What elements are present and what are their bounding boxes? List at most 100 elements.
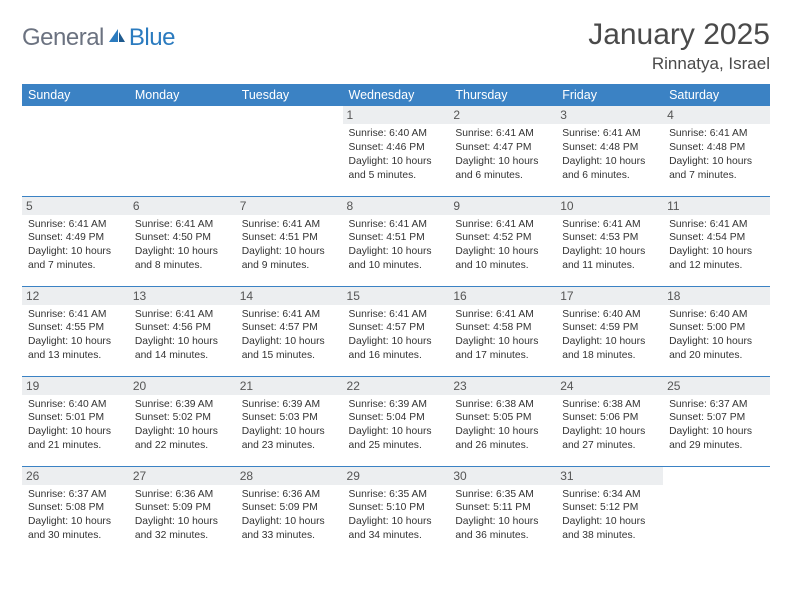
daylight1-text: Daylight: 10 hours <box>349 425 444 439</box>
daylight1-text: Daylight: 10 hours <box>349 335 444 349</box>
daylight1-text: Daylight: 10 hours <box>455 425 550 439</box>
daylight1-text: Daylight: 10 hours <box>242 245 337 259</box>
sunrise-text: Sunrise: 6:38 AM <box>455 398 550 412</box>
daylight1-text: Daylight: 10 hours <box>669 155 764 169</box>
daylight2-text: and 36 minutes. <box>455 529 550 543</box>
daylight1-text: Daylight: 10 hours <box>242 335 337 349</box>
calendar-day-cell: 28Sunrise: 6:36 AMSunset: 5:09 PMDayligh… <box>236 466 343 556</box>
weekday-header: Thursday <box>449 84 556 106</box>
daylight2-text: and 33 minutes. <box>242 529 337 543</box>
day-number: 19 <box>22 377 129 395</box>
calendar-week-row: 5Sunrise: 6:41 AMSunset: 4:49 PMDaylight… <box>22 196 770 286</box>
daylight2-text: and 38 minutes. <box>562 529 657 543</box>
calendar-day-cell: 30Sunrise: 6:35 AMSunset: 5:11 PMDayligh… <box>449 466 556 556</box>
day-number: 9 <box>449 197 556 215</box>
sunset-text: Sunset: 4:50 PM <box>135 231 230 245</box>
day-number: 25 <box>663 377 770 395</box>
sunrise-text: Sunrise: 6:41 AM <box>455 308 550 322</box>
daylight2-text: and 12 minutes. <box>669 259 764 273</box>
sunset-text: Sunset: 4:58 PM <box>455 321 550 335</box>
sunset-text: Sunset: 4:53 PM <box>562 231 657 245</box>
calendar-day-cell: 6Sunrise: 6:41 AMSunset: 4:50 PMDaylight… <box>129 196 236 286</box>
sunset-text: Sunset: 5:12 PM <box>562 501 657 515</box>
sunrise-text: Sunrise: 6:41 AM <box>562 127 657 141</box>
calendar-day-cell: 10Sunrise: 6:41 AMSunset: 4:53 PMDayligh… <box>556 196 663 286</box>
calendar-day-cell: 19Sunrise: 6:40 AMSunset: 5:01 PMDayligh… <box>22 376 129 466</box>
logo-text-blue: Blue <box>129 24 175 52</box>
calendar-day-cell: 4Sunrise: 6:41 AMSunset: 4:48 PMDaylight… <box>663 106 770 196</box>
calendar-day-cell: 27Sunrise: 6:36 AMSunset: 5:09 PMDayligh… <box>129 466 236 556</box>
daylight1-text: Daylight: 10 hours <box>669 245 764 259</box>
daylight2-text: and 32 minutes. <box>135 529 230 543</box>
daylight2-text: and 11 minutes. <box>562 259 657 273</box>
sunrise-text: Sunrise: 6:41 AM <box>135 308 230 322</box>
daylight1-text: Daylight: 10 hours <box>349 155 444 169</box>
calendar-day-cell: 17Sunrise: 6:40 AMSunset: 4:59 PMDayligh… <box>556 286 663 376</box>
weekday-header: Tuesday <box>236 84 343 106</box>
calendar-day-cell: 26Sunrise: 6:37 AMSunset: 5:08 PMDayligh… <box>22 466 129 556</box>
day-number: 11 <box>663 197 770 215</box>
calendar-day-cell: 18Sunrise: 6:40 AMSunset: 5:00 PMDayligh… <box>663 286 770 376</box>
sunset-text: Sunset: 5:11 PM <box>455 501 550 515</box>
weekday-header: Friday <box>556 84 663 106</box>
daylight2-text: and 6 minutes. <box>562 169 657 183</box>
calendar-day-cell: 20Sunrise: 6:39 AMSunset: 5:02 PMDayligh… <box>129 376 236 466</box>
day-number: 31 <box>556 467 663 485</box>
sunset-text: Sunset: 5:10 PM <box>349 501 444 515</box>
daylight1-text: Daylight: 10 hours <box>135 245 230 259</box>
day-number: 26 <box>22 467 129 485</box>
daylight2-text: and 20 minutes. <box>669 349 764 363</box>
sunrise-text: Sunrise: 6:41 AM <box>562 218 657 232</box>
daylight2-text: and 9 minutes. <box>242 259 337 273</box>
location: Rinnatya, Israel <box>588 54 770 74</box>
calendar-day-cell: 24Sunrise: 6:38 AMSunset: 5:06 PMDayligh… <box>556 376 663 466</box>
daylight2-text: and 13 minutes. <box>28 349 123 363</box>
sunset-text: Sunset: 4:59 PM <box>562 321 657 335</box>
logo: General Blue <box>22 24 175 52</box>
sunrise-text: Sunrise: 6:36 AM <box>242 488 337 502</box>
sunset-text: Sunset: 5:03 PM <box>242 411 337 425</box>
daylight1-text: Daylight: 10 hours <box>562 515 657 529</box>
daylight2-text: and 6 minutes. <box>455 169 550 183</box>
day-number: 1 <box>343 106 450 124</box>
daylight1-text: Daylight: 10 hours <box>455 515 550 529</box>
sunset-text: Sunset: 4:46 PM <box>349 141 444 155</box>
daylight2-text: and 14 minutes. <box>135 349 230 363</box>
day-number: 12 <box>22 287 129 305</box>
calendar-day-cell: 14Sunrise: 6:41 AMSunset: 4:57 PMDayligh… <box>236 286 343 376</box>
daylight2-text: and 25 minutes. <box>349 439 444 453</box>
sunset-text: Sunset: 5:02 PM <box>135 411 230 425</box>
weekday-header: Saturday <box>663 84 770 106</box>
calendar-day-cell: 21Sunrise: 6:39 AMSunset: 5:03 PMDayligh… <box>236 376 343 466</box>
daylight1-text: Daylight: 10 hours <box>669 335 764 349</box>
sunset-text: Sunset: 5:06 PM <box>562 411 657 425</box>
calendar-day-cell <box>236 106 343 196</box>
sunset-text: Sunset: 5:09 PM <box>135 501 230 515</box>
weekday-header: Monday <box>129 84 236 106</box>
daylight1-text: Daylight: 10 hours <box>562 335 657 349</box>
sunrise-text: Sunrise: 6:41 AM <box>28 308 123 322</box>
sunset-text: Sunset: 5:08 PM <box>28 501 123 515</box>
sunset-text: Sunset: 5:07 PM <box>669 411 764 425</box>
day-number: 15 <box>343 287 450 305</box>
day-number: 13 <box>129 287 236 305</box>
day-number: 22 <box>343 377 450 395</box>
sunrise-text: Sunrise: 6:39 AM <box>349 398 444 412</box>
day-number: 2 <box>449 106 556 124</box>
calendar-week-row: 26Sunrise: 6:37 AMSunset: 5:08 PMDayligh… <box>22 466 770 556</box>
calendar-week-row: 12Sunrise: 6:41 AMSunset: 4:55 PMDayligh… <box>22 286 770 376</box>
day-number: 14 <box>236 287 343 305</box>
daylight1-text: Daylight: 10 hours <box>242 515 337 529</box>
weekday-header-row: Sunday Monday Tuesday Wednesday Thursday… <box>22 84 770 106</box>
day-number: 16 <box>449 287 556 305</box>
sunset-text: Sunset: 5:01 PM <box>28 411 123 425</box>
day-number: 18 <box>663 287 770 305</box>
day-number: 20 <box>129 377 236 395</box>
sunrise-text: Sunrise: 6:40 AM <box>562 308 657 322</box>
daylight1-text: Daylight: 10 hours <box>455 335 550 349</box>
title-block: January 2025 Rinnatya, Israel <box>588 18 770 74</box>
calendar-table: Sunday Monday Tuesday Wednesday Thursday… <box>22 84 770 556</box>
sunrise-text: Sunrise: 6:39 AM <box>242 398 337 412</box>
calendar-day-cell: 11Sunrise: 6:41 AMSunset: 4:54 PMDayligh… <box>663 196 770 286</box>
calendar-week-row: 1Sunrise: 6:40 AMSunset: 4:46 PMDaylight… <box>22 106 770 196</box>
